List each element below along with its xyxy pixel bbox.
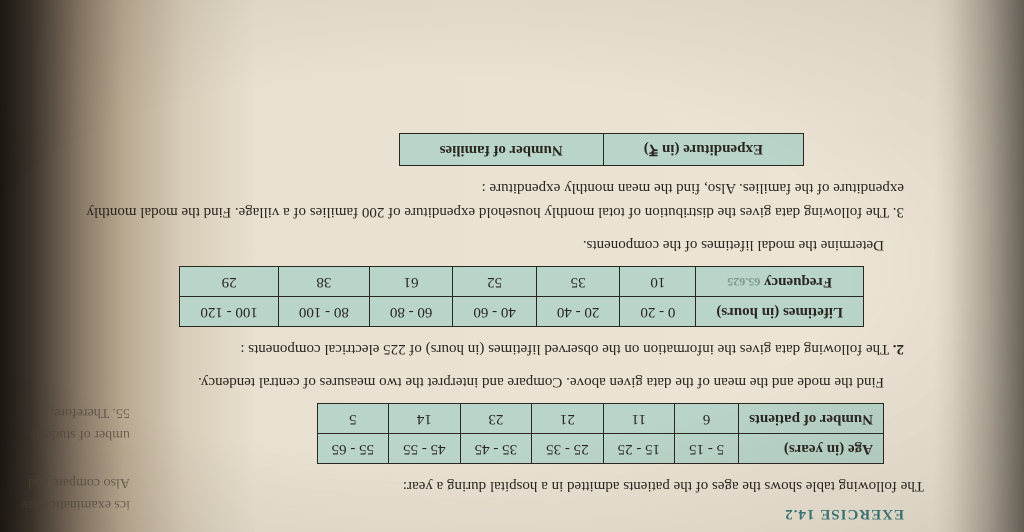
table-expenditure: Expenditure (in ₹) Number of families (399, 133, 804, 166)
q2-tail: Determine the modal lifetimes of the com… (30, 233, 884, 256)
table-row: Age (in years) 5 - 15 15 - 25 25 - 35 35… (317, 434, 883, 464)
table-row: Frequency 65.625 10 35 52 61 38 29 (180, 267, 864, 297)
page-content: EXERCISE 14.2 The following table shows … (30, 133, 924, 522)
rotated-page: ics examination are Also compare and umb… (0, 0, 1024, 532)
cell: 80 - 100 (278, 297, 369, 327)
cell: 10 (620, 267, 696, 297)
cell: 21 (532, 404, 604, 434)
cell: 20 - 40 (536, 297, 620, 327)
row-header: Frequency 65.625 (696, 267, 864, 297)
cell: 0 - 20 (620, 297, 696, 327)
cell: 60 - 80 (369, 297, 453, 327)
cell: 35 (536, 267, 620, 297)
table-row: Lifetimes (in hours) 0 - 20 20 - 40 40 -… (180, 297, 864, 327)
cell: 55 - 65 (317, 434, 389, 464)
book-spine-shadow (934, 0, 1024, 532)
row-header: Number of patients (739, 404, 884, 434)
cell: 29 (180, 267, 279, 297)
cell: 25 - 35 (532, 434, 604, 464)
cell: 40 - 60 (453, 297, 537, 327)
table-lifetimes: Lifetimes (in hours) 0 - 20 20 - 40 40 -… (179, 266, 864, 327)
row-header: Lifetimes (in hours) (696, 297, 864, 327)
cell: 100 - 120 (180, 297, 279, 327)
cell: 15 - 25 (603, 434, 675, 464)
cell: 61 (369, 267, 453, 297)
cell: 35 - 45 (460, 434, 532, 464)
cell: 23 (460, 404, 532, 434)
cell: 6 (675, 404, 739, 434)
cell: 5 (317, 404, 389, 434)
cell: 14 (389, 404, 461, 434)
cell: 11 (603, 404, 675, 434)
q2-intro: 2. The following data gives the informat… (30, 337, 904, 360)
row-header: Age (in years) (739, 434, 884, 464)
handwritten-note: 65.625 (727, 275, 760, 289)
table-row: Expenditure (in ₹) Number of families (399, 134, 803, 166)
q1-intro: The following table shows the ages of th… (30, 475, 924, 498)
col-header: Number of families (399, 134, 603, 166)
cell: 38 (278, 267, 369, 297)
cell: 5 - 15 (675, 434, 739, 464)
q2-intro-text: The following data gives the information… (240, 341, 889, 357)
q1-tail: Find the mode and the mean of the data g… (30, 370, 884, 393)
cell: 45 - 55 (389, 434, 461, 464)
freq-label: Frequency (764, 274, 832, 290)
q3-text: 3. The following data gives the distribu… (30, 176, 904, 223)
exercise-header: EXERCISE 14.2 (30, 505, 924, 522)
table-ages: Age (in years) 5 - 15 15 - 25 25 - 35 35… (317, 404, 884, 465)
col-header: Expenditure (in ₹) (603, 134, 803, 166)
cell: 52 (453, 267, 537, 297)
table-row: Number of patients 6 11 21 23 14 5 (317, 404, 883, 434)
